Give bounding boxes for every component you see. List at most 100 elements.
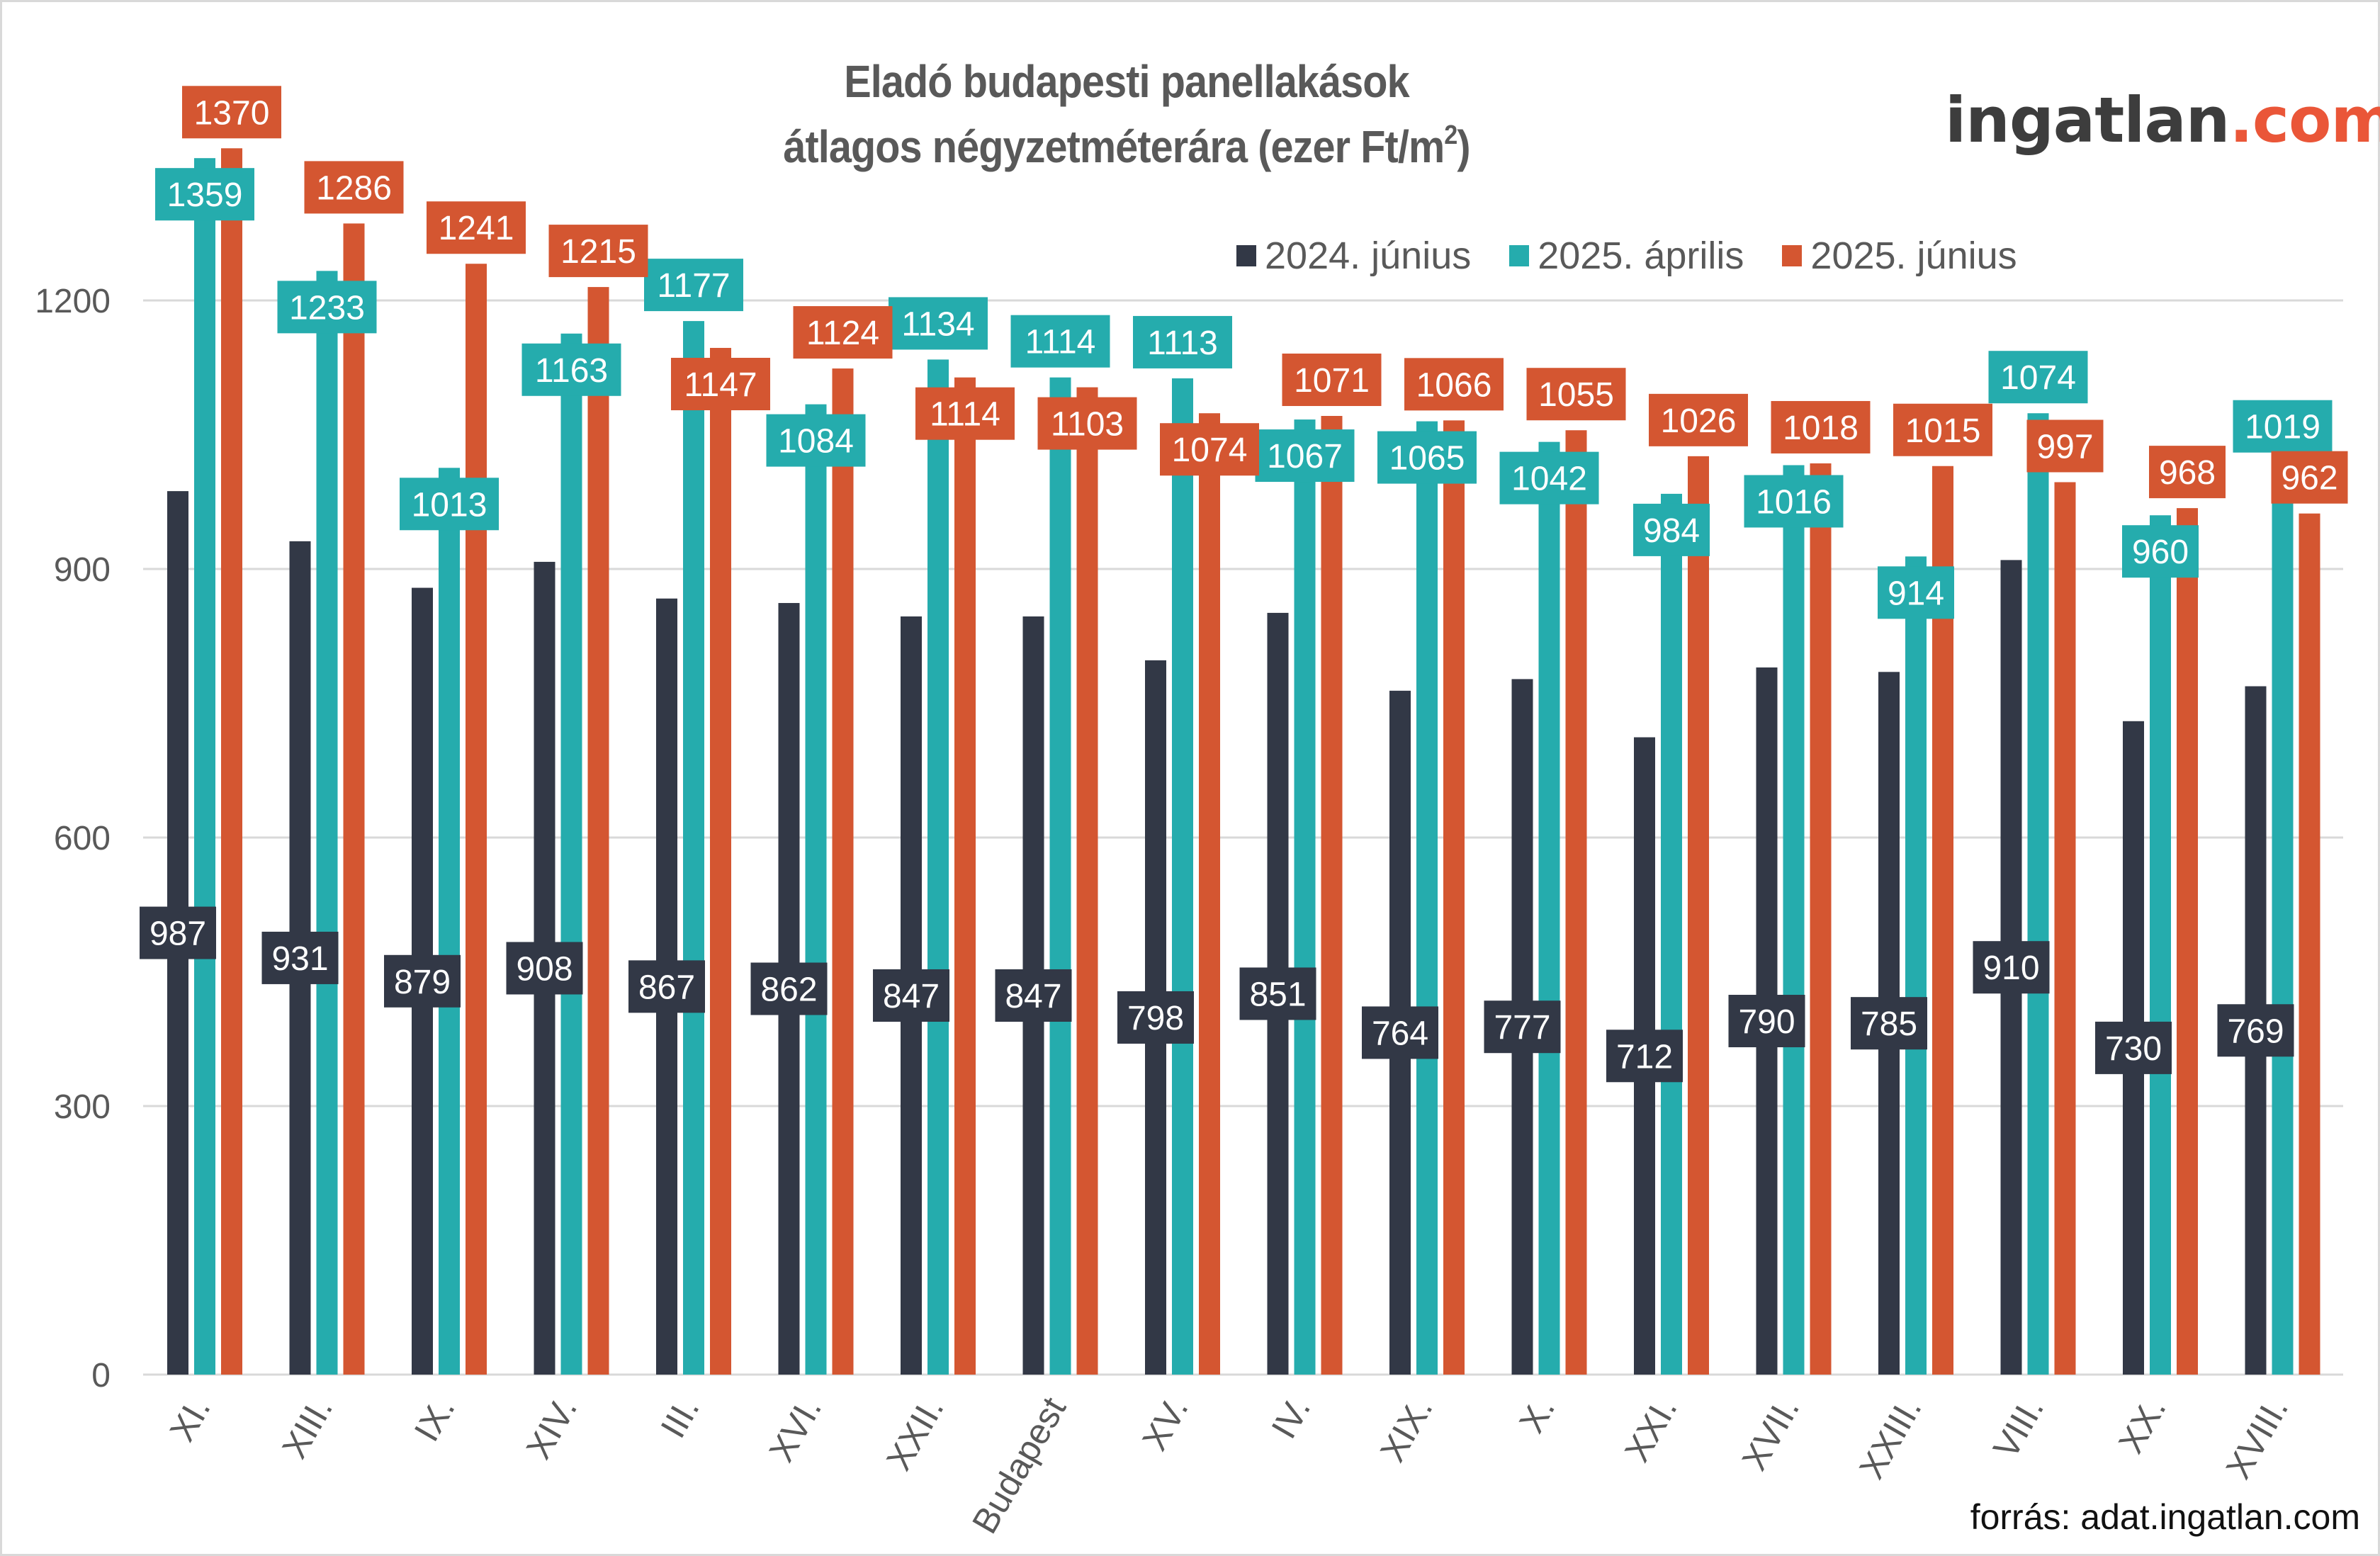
data-label-1-17: 1019	[2233, 400, 2333, 453]
data-label-box	[427, 201, 526, 254]
data-label-box	[1484, 1000, 1561, 1054]
bar-1-3	[560, 333, 582, 1375]
data-label-box	[261, 931, 339, 984]
bar-1-17	[2272, 462, 2294, 1375]
data-label-box	[1878, 566, 1954, 619]
data-label-0-14: 785	[1851, 997, 1927, 1050]
data-label-text: 1147	[684, 366, 757, 404]
data-label-box	[1160, 423, 1259, 476]
x-tick-label: XV.	[1134, 1391, 1196, 1458]
data-label-box	[1010, 315, 1110, 368]
bar-1-2	[439, 468, 460, 1375]
data-label-0-6: 847	[873, 969, 949, 1022]
data-label-1-7: 1114	[1010, 315, 1110, 368]
data-label-1-12: 984	[1633, 503, 1710, 556]
data-label-1-14: 914	[1878, 566, 1954, 619]
data-label-box	[2217, 1004, 2294, 1057]
data-label-text: 1055	[1538, 376, 1614, 414]
data-label-text: 1103	[1051, 406, 1124, 444]
data-label-box	[1133, 315, 1232, 368]
data-label-text: 764	[1372, 1015, 1428, 1052]
data-label-text: 1026	[1661, 402, 1737, 440]
bar-1-13	[1783, 465, 1805, 1375]
bar-2-13	[1810, 463, 1832, 1375]
data-label-text: 1015	[1905, 412, 1981, 450]
x-tick-label: XVIII.	[2218, 1391, 2296, 1486]
x-tick-label: XX.	[2111, 1391, 2174, 1460]
data-label-box	[873, 969, 949, 1022]
x-tick-label: XXIII.	[1851, 1391, 1929, 1486]
x-tick-label: XIII.	[274, 1391, 340, 1465]
data-label-box	[506, 942, 583, 995]
data-label-1-16: 960	[2122, 525, 2199, 578]
x-tick-label: XIX.	[1372, 1391, 1440, 1469]
data-label-box	[1526, 368, 1626, 421]
data-label-0-1: 931	[261, 931, 339, 984]
bar-2-2	[466, 264, 487, 1375]
data-label-2-5: 1124	[793, 306, 893, 359]
legend-label-2: 2025. június	[1810, 235, 2017, 277]
data-label-2-15: 997	[2026, 419, 2104, 473]
data-label-text: 1067	[1267, 438, 1343, 475]
data-label-1-11: 1042	[1499, 451, 1599, 504]
data-label-box	[1362, 1006, 1438, 1059]
data-label-2-0: 1370	[182, 86, 281, 139]
data-label-1-8: 1113	[1133, 315, 1232, 368]
data-label-0-11: 777	[1484, 1000, 1561, 1054]
data-label-0-4: 867	[628, 960, 705, 1013]
data-label-1-9: 1067	[1255, 429, 1355, 483]
x-tick-label: IX.	[407, 1391, 463, 1448]
legend-item-2: 2025. június	[1782, 234, 2017, 278]
data-label-text: 931	[271, 940, 328, 978]
data-label-0-8: 798	[1117, 991, 1194, 1044]
data-label-text: 1114	[930, 396, 1000, 434]
data-label-2-14: 1015	[1893, 403, 1992, 456]
data-label-2-6: 1114	[915, 387, 1015, 440]
bar-2-7	[1076, 387, 1098, 1375]
data-label-1-1: 1233	[277, 281, 377, 334]
data-label-0-16: 730	[2095, 1021, 2172, 1074]
chart-title-line2-end: )	[1457, 121, 1470, 172]
gridlines	[143, 299, 2343, 1376]
data-label-1-10: 1065	[1377, 431, 1477, 484]
data-label-box	[521, 343, 621, 396]
data-label-box	[889, 297, 988, 350]
source-note: forrás: adat.ingatlan.com	[1970, 1497, 2360, 1537]
data-label-text: 914	[1888, 575, 1944, 612]
chart-title-line2: átlagos négyzetméterára (ezer Ft/m2)	[113, 120, 2141, 173]
data-label-box	[1893, 403, 1992, 456]
data-label-box	[793, 306, 893, 359]
logo-tld: .com	[2229, 84, 2380, 157]
x-tick-label: Budapest	[964, 1390, 1073, 1540]
bar-2-11	[1565, 430, 1587, 1375]
data-label-1-15: 1074	[1988, 351, 2088, 404]
legend-swatch-2	[1782, 245, 1803, 266]
bar-1-11	[1538, 441, 1560, 1375]
data-label-2-2: 1241	[427, 201, 526, 254]
data-label-box	[182, 86, 281, 139]
data-label-1-5: 1084	[766, 414, 866, 467]
data-label-box	[750, 962, 828, 1015]
y-tick-label: 900	[54, 551, 111, 589]
data-label-text: 847	[883, 978, 940, 1015]
data-label-text: 1071	[1294, 362, 1370, 400]
data-label-box	[400, 478, 499, 531]
data-label-box	[1851, 997, 1927, 1050]
bar-2-6	[954, 377, 976, 1375]
data-label-box	[1606, 1030, 1683, 1083]
data-label-text: 847	[1005, 978, 1061, 1015]
x-tick-label: XVI.	[762, 1391, 830, 1469]
legend-swatch-0	[1236, 245, 1256, 266]
x-tick-label: XXI.	[1617, 1391, 1685, 1469]
data-label-0-9: 851	[1239, 967, 1316, 1020]
data-labels: 987 931 879 908 867 862 847 847 798 851 764 777 712 7…	[140, 86, 2348, 1083]
bar-2-0	[221, 148, 242, 1375]
data-label-text: 1065	[1389, 440, 1465, 478]
legend-label-0: 2024. június	[1265, 235, 1472, 277]
data-label-text: 1177	[657, 267, 730, 305]
data-label-box	[548, 225, 648, 278]
data-label-2-13: 1018	[1771, 400, 1871, 453]
y-tick-label: 600	[54, 820, 111, 857]
data-label-box	[915, 387, 1015, 440]
